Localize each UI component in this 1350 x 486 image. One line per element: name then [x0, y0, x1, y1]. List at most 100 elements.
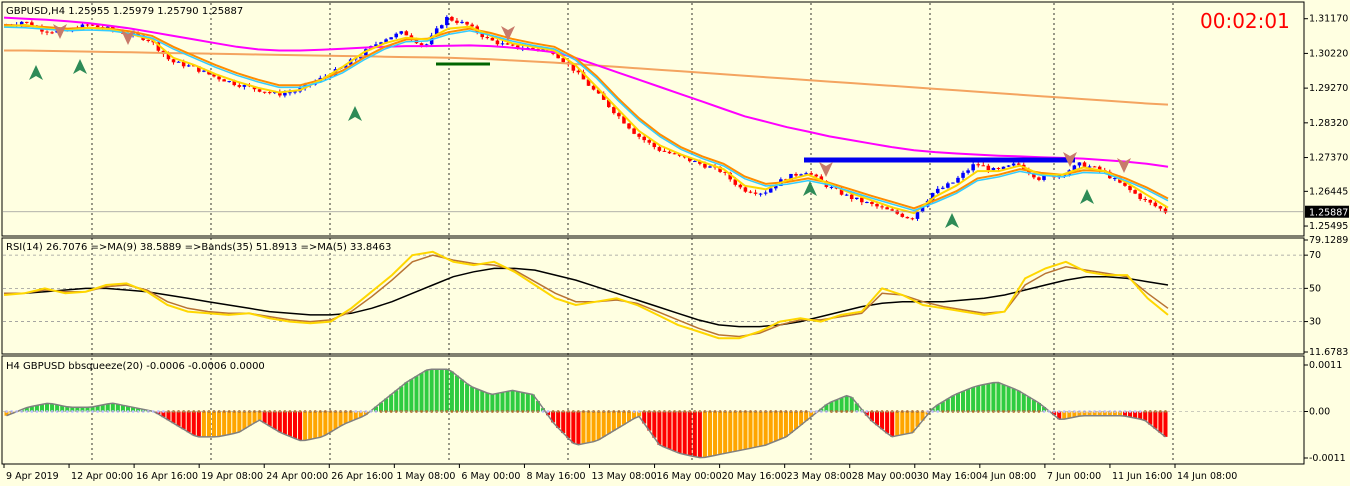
squeeze-bar[interactable] — [794, 411, 799, 429]
squeeze-bar[interactable] — [763, 411, 768, 446]
candle-body[interactable] — [971, 164, 975, 171]
squeeze-bar[interactable] — [981, 384, 986, 412]
candle-body[interactable] — [880, 206, 884, 208]
candle-body[interactable] — [262, 91, 267, 93]
candle-body[interactable] — [693, 161, 697, 163]
squeeze-bar[interactable] — [601, 411, 606, 437]
squeeze-bar[interactable] — [626, 411, 632, 422]
candle-body[interactable] — [581, 72, 586, 80]
squeeze-bar[interactable] — [323, 411, 328, 436]
squeeze-bar[interactable] — [257, 411, 262, 421]
squeeze-bar[interactable] — [252, 411, 257, 423]
candle-body[interactable] — [515, 45, 520, 49]
squeeze-bar[interactable] — [535, 401, 540, 412]
squeeze-bar[interactable] — [819, 408, 824, 412]
candle-body[interactable] — [480, 32, 485, 38]
squeeze-bar[interactable] — [212, 411, 217, 437]
candle-body[interactable] — [146, 39, 151, 41]
candle-body[interactable] — [875, 204, 879, 207]
candle-body[interactable] — [687, 157, 692, 162]
squeeze-bar[interactable] — [459, 379, 465, 412]
squeeze-bar[interactable] — [950, 395, 955, 412]
candle-body[interactable] — [455, 20, 459, 23]
candle-body[interactable] — [571, 64, 576, 71]
squeeze-bar[interactable] — [206, 411, 211, 437]
candle-body[interactable] — [870, 202, 874, 205]
price-panel[interactable] — [3, 15, 1303, 228]
squeeze-bar[interactable] — [136, 408, 141, 412]
candle-body[interactable] — [561, 58, 565, 63]
candle-body[interactable] — [374, 44, 378, 47]
squeeze-bar[interactable] — [1041, 407, 1047, 412]
squeeze-bar[interactable] — [753, 411, 758, 448]
squeeze-bar[interactable] — [389, 394, 394, 412]
candle-body[interactable] — [819, 176, 824, 182]
candle-body[interactable] — [30, 22, 34, 27]
candle-body[interactable] — [267, 92, 272, 94]
squeeze-bar[interactable] — [758, 411, 763, 447]
squeeze-bar[interactable] — [697, 411, 702, 458]
squeeze-bar[interactable] — [384, 398, 389, 412]
squeeze-bar[interactable] — [1092, 411, 1097, 416]
candle-body[interactable] — [50, 32, 54, 34]
candle-body[interactable] — [844, 194, 849, 196]
candle-body[interactable] — [434, 28, 439, 36]
squeeze-bar[interactable] — [940, 401, 945, 412]
candle-body[interactable] — [951, 182, 955, 184]
candle-body[interactable] — [829, 186, 834, 188]
candle-body[interactable] — [718, 166, 722, 172]
squeeze-bar[interactable] — [465, 383, 470, 412]
candle-body[interactable] — [753, 192, 758, 194]
candle-body[interactable] — [809, 173, 813, 175]
squeeze-bar[interactable] — [131, 407, 136, 412]
squeeze-bar[interactable] — [1133, 411, 1138, 419]
squeeze-bar[interactable] — [373, 406, 378, 412]
candle-body[interactable] — [439, 25, 444, 29]
squeeze-bar[interactable] — [718, 411, 723, 455]
candle-body[interactable] — [105, 26, 110, 29]
squeeze-bar[interactable] — [90, 406, 95, 412]
squeeze-bar[interactable] — [1117, 411, 1122, 416]
squeeze-bar[interactable] — [707, 411, 713, 457]
candle-body[interactable] — [865, 202, 869, 204]
candle-body[interactable] — [596, 89, 601, 94]
squeeze-bar[interactable] — [692, 411, 697, 457]
squeeze-bar[interactable] — [530, 394, 535, 412]
squeeze-bar[interactable] — [217, 411, 222, 437]
candle-body[interactable] — [176, 61, 181, 63]
candle-body[interactable] — [586, 79, 591, 86]
squeeze-bar[interactable] — [702, 411, 707, 458]
candle-body[interactable] — [257, 89, 262, 92]
candle-body[interactable] — [768, 188, 773, 193]
candle-body[interactable] — [1032, 173, 1036, 178]
candle-body[interactable] — [748, 191, 753, 193]
candle-body[interactable] — [85, 24, 90, 26]
candle-body[interactable] — [343, 64, 348, 68]
squeeze-bar[interactable] — [50, 403, 55, 412]
candle-body[interactable] — [799, 174, 803, 176]
candle-body[interactable] — [652, 142, 657, 148]
candle-body[interactable] — [1148, 199, 1153, 203]
squeeze-bar[interactable] — [65, 406, 70, 412]
candle-body[interactable] — [424, 44, 429, 46]
candle-body[interactable] — [1037, 177, 1041, 180]
squeeze-bar[interactable] — [728, 411, 733, 453]
candle-body[interactable] — [1123, 182, 1127, 186]
squeeze-bar[interactable] — [379, 402, 384, 412]
squeeze-bar[interactable] — [1153, 411, 1158, 429]
squeeze-bar[interactable] — [1036, 402, 1041, 412]
candle-body[interactable] — [657, 147, 662, 151]
buy-arrow-icon[interactable] — [348, 106, 362, 121]
squeeze-bar[interactable] — [247, 411, 252, 426]
candle-body[interactable] — [758, 193, 763, 195]
squeeze-bar[interactable] — [343, 411, 348, 424]
squeeze-bar[interactable] — [272, 411, 277, 430]
squeeze-bar[interactable] — [874, 411, 880, 426]
candle-body[interactable] — [996, 167, 1001, 170]
squeeze-bar[interactable] — [1011, 388, 1016, 412]
buy-arrow-icon[interactable] — [945, 213, 959, 228]
candle-body[interactable] — [389, 37, 393, 40]
squeeze-bar[interactable] — [318, 411, 323, 438]
squeeze-bar[interactable] — [222, 411, 227, 436]
squeeze-bar[interactable] — [713, 411, 718, 456]
